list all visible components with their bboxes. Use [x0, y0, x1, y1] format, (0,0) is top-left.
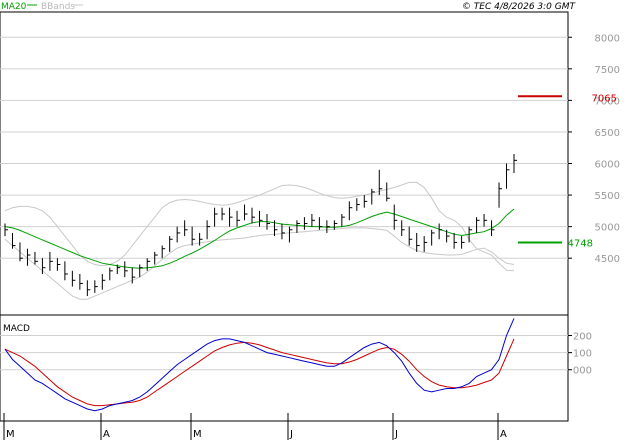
macd-y-tick-label: 000	[573, 366, 592, 377]
timestamp: © TEC 4/8/2026 3:0 GMT	[462, 2, 577, 12]
price-y-tick-label: 6000	[595, 160, 620, 171]
upper-bband-line	[4, 181, 515, 272]
price-y-tick-label: 5500	[595, 191, 620, 202]
price-y-tick-label: 8000	[595, 33, 620, 44]
macd-main-line	[4, 318, 515, 412]
price-y-axis: 4500 5000 5500 6000 6500 7000 7500 8000	[568, 33, 620, 265]
macd-title: MACD	[3, 324, 30, 334]
month-label: A	[103, 429, 110, 440]
macd-y-axis: 200 100 000	[568, 332, 592, 377]
month-label: J	[289, 429, 293, 440]
macd-signal-line	[4, 338, 515, 407]
header-legend: MA20 BBands © TEC 4/8/2026 3:0 GMT	[1, 2, 576, 12]
lower-bband-line	[4, 227, 515, 300]
macd-panel: 200 100 000 MACD	[0, 314, 592, 422]
price-levels: 7065 4748	[518, 93, 617, 250]
price-y-tick-label: 5000	[595, 223, 620, 234]
support-level-label: 4748	[568, 239, 593, 250]
legend-bbands-label: BBands	[41, 2, 75, 12]
month-label: M	[193, 429, 202, 440]
price-y-tick-label: 6500	[595, 128, 620, 139]
price-grid	[0, 36, 568, 259]
month-label: J	[394, 429, 398, 440]
legend-ma20-label: MA20	[1, 2, 27, 12]
month-label: M	[6, 429, 15, 440]
resistance-level-label: 7065	[592, 93, 617, 104]
price-panel: 4500 5000 5500 6000 6500 7000 7500 8000 7065 474…	[0, 11, 620, 316]
price-y-tick-label: 7500	[595, 65, 620, 76]
price-y-tick-label: 7000	[595, 96, 620, 107]
macd-y-tick-label: 200	[573, 332, 592, 343]
macd-plot-border	[0, 314, 569, 422]
price-y-tick-label: 4500	[595, 254, 620, 265]
price-bars	[4, 154, 517, 297]
macd-lines	[4, 318, 515, 412]
macd-y-tick-label: 100	[573, 349, 592, 360]
month-label: A	[500, 429, 507, 440]
bollinger-bands	[4, 181, 515, 300]
